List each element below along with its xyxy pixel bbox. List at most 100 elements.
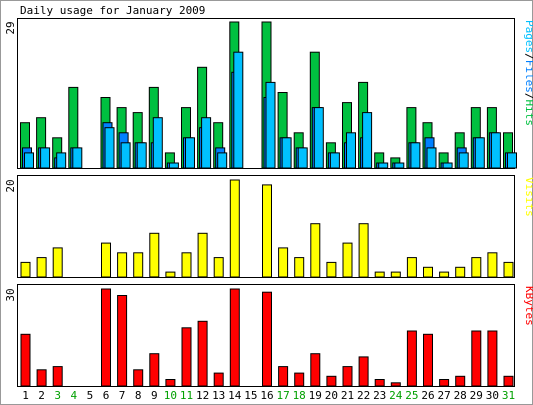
bar-visits-day-20 xyxy=(326,261,337,278)
x-label-day-18: 18 xyxy=(293,389,306,402)
bar-pages-day-16 xyxy=(265,81,276,169)
bar-pages-day-22 xyxy=(362,112,373,169)
bar-pages-day-21 xyxy=(346,132,356,169)
bar-pages-day-14 xyxy=(233,51,244,169)
bar-visits-day-11 xyxy=(181,252,192,278)
x-axis-day-labels: 1 2 3 4 5 6 7 8 9 10 11 12 13 14 15 16 17 18 19 20 21 22 23 24 2… xyxy=(22,389,515,402)
bar-kbytes-day-13 xyxy=(213,372,224,387)
bar-visits-day-22 xyxy=(358,223,369,278)
bar-pages-day-30 xyxy=(490,132,501,169)
bar-pages-day-17 xyxy=(281,137,292,169)
x-label-day-26: 26 xyxy=(421,389,434,402)
bar-visits-day-2 xyxy=(36,257,47,278)
bar-visits-day-19 xyxy=(310,223,321,278)
bar-pages-day-31 xyxy=(507,152,517,169)
bar-kbytes-day-16 xyxy=(262,291,272,387)
bar-visits-day-6 xyxy=(101,242,111,278)
bar-kbytes-day-9 xyxy=(149,353,160,387)
chart-title: Daily usage for January 2009 xyxy=(20,4,205,17)
bar-kbytes-day-23 xyxy=(374,379,385,387)
bar-pages-day-9 xyxy=(152,117,163,169)
bar-kbytes-day-28 xyxy=(455,375,466,387)
bar-pages-day-24 xyxy=(394,162,405,169)
bar-pages-day-19 xyxy=(313,107,324,169)
visits-panel-bars xyxy=(20,179,514,278)
bar-visits-day-7 xyxy=(117,252,128,278)
bar-kbytes-day-19 xyxy=(310,353,321,387)
bar-visits-day-18 xyxy=(294,257,305,278)
bar-kbytes-day-22 xyxy=(358,356,369,387)
x-label-day-28: 28 xyxy=(454,389,467,402)
legend-pages-files-hits: Pages/Files/Hits xyxy=(523,20,533,126)
bar-visits-day-28 xyxy=(455,266,466,278)
x-label-day-5: 5 xyxy=(87,389,94,402)
bar-visits-day-31 xyxy=(503,261,514,278)
bar-pages-day-12 xyxy=(201,117,212,169)
panel-frame-visits xyxy=(17,175,515,278)
legend-visits: Visits xyxy=(523,177,533,217)
bar-pages-day-18 xyxy=(297,147,308,169)
kbytes-panel-bars xyxy=(20,288,514,387)
x-label-day-30: 30 xyxy=(486,389,499,402)
x-label-day-23: 23 xyxy=(373,389,386,402)
bar-kbytes-day-27 xyxy=(439,379,450,387)
x-label-day-24: 24 xyxy=(389,389,403,402)
ymax-label-visits: 20 xyxy=(4,179,17,192)
bar-pages-day-8 xyxy=(136,142,147,169)
legend-kbytes: KBytes xyxy=(523,286,533,326)
x-label-day-1: 1 xyxy=(22,389,29,402)
x-label-day-2: 2 xyxy=(38,389,45,402)
bar-pages-day-29 xyxy=(474,137,485,169)
bar-visits-day-23 xyxy=(374,271,385,278)
x-label-day-27: 27 xyxy=(437,389,450,402)
x-label-day-10: 10 xyxy=(164,389,177,402)
bar-visits-day-27 xyxy=(439,271,450,278)
bar-pages-day-2 xyxy=(40,147,51,169)
bar-pages-day-13 xyxy=(217,152,228,169)
bar-visits-day-30 xyxy=(487,252,498,278)
bar-pages-day-27 xyxy=(442,162,453,169)
bar-kbytes-day-14 xyxy=(229,288,240,387)
bar-kbytes-day-31 xyxy=(503,375,514,387)
x-label-day-21: 21 xyxy=(341,389,354,402)
bar-kbytes-day-10 xyxy=(165,379,176,387)
x-label-day-16: 16 xyxy=(260,389,273,402)
bar-pages-day-3 xyxy=(56,152,67,169)
bar-visits-day-9 xyxy=(149,232,160,278)
bar-kbytes-day-30 xyxy=(487,330,498,387)
x-label-day-20: 20 xyxy=(325,389,338,402)
bar-visits-day-1 xyxy=(20,261,31,278)
bar-pages-day-28 xyxy=(458,152,469,169)
ymax-label-hits: 29 xyxy=(4,21,17,34)
bar-pages-day-1 xyxy=(24,152,34,169)
bar-pages-day-4 xyxy=(72,147,83,169)
bar-kbytes-day-7 xyxy=(117,295,128,387)
x-label-day-19: 19 xyxy=(309,389,322,402)
bar-kbytes-day-26 xyxy=(423,333,433,387)
bar-visits-day-8 xyxy=(133,252,144,278)
x-label-day-8: 8 xyxy=(135,389,142,402)
x-label-day-14: 14 xyxy=(228,389,242,402)
x-label-day-22: 22 xyxy=(357,389,370,402)
bar-pages-day-20 xyxy=(329,152,340,169)
x-label-day-12: 12 xyxy=(196,389,209,402)
bar-visits-day-21 xyxy=(342,242,353,278)
x-label-day-4: 4 xyxy=(70,389,77,402)
bar-pages-day-7 xyxy=(120,142,131,169)
bar-kbytes-day-29 xyxy=(471,330,482,387)
bar-pages-day-25 xyxy=(410,142,421,169)
x-label-day-15: 15 xyxy=(244,389,257,402)
bar-kbytes-day-1 xyxy=(20,333,31,387)
bar-kbytes-day-20 xyxy=(326,375,337,387)
bar-pages-day-10 xyxy=(168,162,179,169)
hits-panel-bars xyxy=(20,21,517,169)
x-label-day-7: 7 xyxy=(119,389,126,402)
bar-visits-day-24 xyxy=(390,271,401,278)
x-label-day-17: 17 xyxy=(276,389,289,402)
bar-kbytes-day-24 xyxy=(390,382,401,387)
x-label-day-11: 11 xyxy=(180,389,193,402)
bar-visits-day-29 xyxy=(471,257,482,278)
bar-kbytes-day-17 xyxy=(278,366,289,387)
bar-pages-day-11 xyxy=(185,137,195,169)
